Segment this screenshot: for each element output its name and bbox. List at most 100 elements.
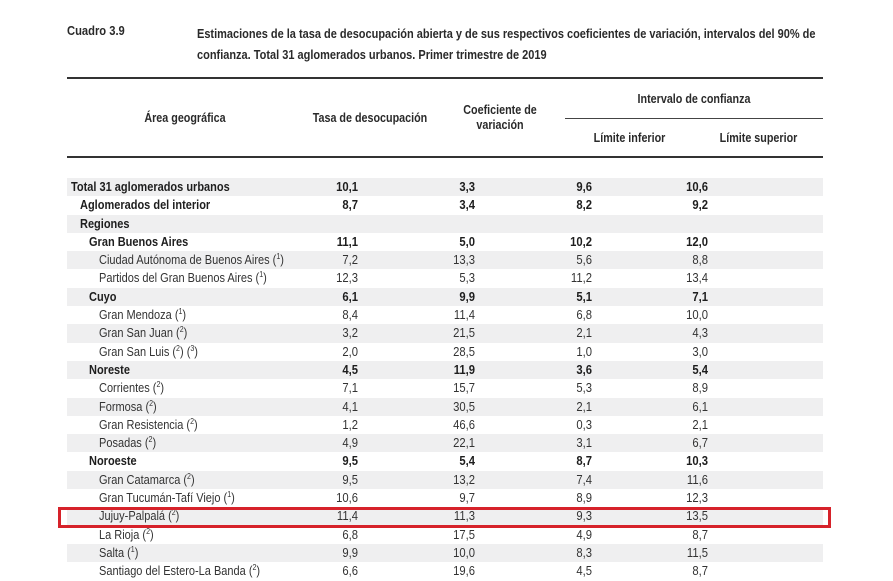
header-bottom-rule <box>67 156 823 158</box>
value-tasa: 12,3 <box>336 271 358 286</box>
footnote-ref: (2) (3) <box>169 343 198 359</box>
row-label-text: Total 31 aglomerados urbanos <box>71 180 230 194</box>
footnote-ref: (2) <box>141 435 157 451</box>
value-tasa: 3,2 <box>342 326 358 341</box>
row-label-text: Gran San Luis <box>99 344 170 359</box>
row-label: Gran San Luis (2) (3) <box>99 343 198 361</box>
table-row: Regiones <box>67 214 823 233</box>
value-limite-superior: 10,3 <box>686 454 708 469</box>
table-row: Total 31 aglomerados urbanos 10,1 3,3 9,6 10… <box>67 178 823 197</box>
value-limite-inferior: 2,1 <box>576 399 592 414</box>
table-caption-number: Cuadro 3.9 <box>67 23 125 38</box>
row-label-text: Salta <box>99 545 125 560</box>
table-row: Aglomerados del interior 8,7 3,4 8,2 9,2 <box>67 196 823 214</box>
footnote-ref: (2) <box>176 325 188 341</box>
footnote-ref: (1) <box>269 252 284 268</box>
row-label-text: Cuyo <box>89 289 117 304</box>
value-cv: 19,6 <box>453 564 475 579</box>
row-label-text: Ciudad Autónoma de Buenos Aires <box>99 253 270 268</box>
value-limite-inferior: 1,0 <box>576 344 592 359</box>
row-label-text: Posadas <box>99 436 142 451</box>
column-header-inferior: Límite inferior <box>593 131 666 145</box>
table-row: Cuyo 6,1 9,9 5,1 7,1 <box>67 287 823 307</box>
value-tasa: 4,9 <box>342 436 358 451</box>
value-limite-inferior: 6,8 <box>576 308 592 323</box>
value-limite-inferior: 8,9 <box>576 491 592 506</box>
value-limite-inferior: 8,3 <box>576 545 592 560</box>
value-cv: 11,3 <box>453 509 475 524</box>
value-cv: 5,4 <box>459 454 475 469</box>
column-header-superior: Límite superior <box>719 131 798 145</box>
row-label: Ciudad Autónoma de Buenos Aires (1) <box>99 251 284 269</box>
value-limite-superior: 12,3 <box>686 491 708 506</box>
row-label-text: Gran Tucumán-Tafí Viejo <box>99 491 221 506</box>
value-limite-inferior: 3,1 <box>576 436 592 451</box>
value-limite-inferior: 9,6 <box>576 180 592 194</box>
value-cv: 9,7 <box>459 491 475 506</box>
row-label: Jujuy-Palpalá (2) <box>99 507 179 525</box>
value-limite-superior: 10,6 <box>686 180 708 194</box>
column-header-intervalo: Intervalo de confianza <box>637 92 751 106</box>
value-limite-superior: 8,7 <box>692 564 708 579</box>
value-limite-superior: 4,3 <box>692 326 708 341</box>
value-cv: 30,5 <box>453 399 475 414</box>
row-label-text: Gran Mendoza <box>99 308 175 323</box>
interval-subheader-rule <box>565 118 823 119</box>
row-label: Cuyo <box>89 288 117 306</box>
column-header-area: Área geográfica <box>144 111 226 125</box>
footnote-ref: (2) <box>142 398 157 414</box>
table-row: Noroeste 9,5 5,4 8,7 10,3 <box>67 452 823 470</box>
footnote-ref: (2) <box>180 471 195 487</box>
column-header-tasa: Tasa de desocupación <box>312 111 428 125</box>
row-label: Noreste <box>89 361 130 379</box>
value-cv: 11,9 <box>453 362 475 377</box>
table-row: Gran San Luis (2) (3) 2,0 28,5 1,0 3,0 <box>67 343 823 361</box>
row-label: Formosa (2) <box>99 398 157 416</box>
value-tasa: 2,0 <box>342 344 358 359</box>
value-limite-inferior: 5,6 <box>576 253 592 268</box>
value-limite-superior: 8,8 <box>692 253 708 268</box>
row-label: Total 31 aglomerados urbanos <box>71 178 230 196</box>
value-cv: 3,4 <box>459 198 475 213</box>
value-tasa: 1,2 <box>342 417 358 432</box>
row-label-text: Partidos del Gran Buenos Aires <box>99 271 253 286</box>
value-limite-superior: 6,7 <box>692 436 708 451</box>
value-limite-superior: 3,0 <box>692 344 708 359</box>
row-label: Partidos del Gran Buenos Aires (1) <box>99 269 267 287</box>
row-label-text: Gran Buenos Aires <box>89 234 189 249</box>
value-cv <box>403 215 475 233</box>
value-limite-inferior: 7,4 <box>576 472 592 487</box>
value-cv: 11,4 <box>453 308 475 323</box>
table-row: La Rioja (2) 6,8 17,5 4,9 8,7 <box>67 526 823 544</box>
value-tasa: 9,5 <box>342 454 358 469</box>
value-tasa: 10,1 <box>336 180 358 194</box>
footnote-ref: (1) <box>174 307 187 323</box>
value-limite-inferior: 4,5 <box>576 564 592 579</box>
value-cv: 9,9 <box>459 289 475 304</box>
column-header-cv: Coeficiente de variación <box>463 103 537 132</box>
value-limite-inferior: 5,3 <box>576 381 592 396</box>
value-limite-inferior: 8,2 <box>576 198 592 213</box>
value-limite-inferior: 5,1 <box>576 289 592 304</box>
footnote-ref: (2) <box>149 380 165 396</box>
table-row: Ciudad Autónoma de Buenos Aires (1) 7,2 13… <box>67 251 823 270</box>
value-cv: 21,5 <box>453 326 475 341</box>
value-cv: 22,1 <box>453 436 475 451</box>
value-limite-superior: 10,0 <box>686 308 708 323</box>
value-limite-superior: 9,2 <box>692 198 708 213</box>
row-label: Gran San Juan (2) <box>99 324 187 342</box>
footnote-ref: (2) <box>245 563 261 579</box>
row-label: Noroeste <box>89 452 137 470</box>
footnote-ref: (1) <box>220 490 235 506</box>
value-limite-superior: 7,1 <box>692 289 708 304</box>
value-tasa: 4,1 <box>342 399 358 414</box>
value-tasa: 9,9 <box>342 545 358 560</box>
value-limite-superior: 13,5 <box>686 509 708 524</box>
value-cv: 28,5 <box>453 344 475 359</box>
value-limite-superior: 8,7 <box>692 527 708 542</box>
row-label-text: Gran Resistencia <box>99 417 184 432</box>
table-row: Salta (1) 9,9 10,0 8,3 11,5 <box>67 543 823 563</box>
footnote-ref: (1) <box>124 544 139 560</box>
value-limite-superior: 12,0 <box>686 234 708 249</box>
table-caption-title: Estimaciones de la tasa de desocupación … <box>197 26 816 62</box>
